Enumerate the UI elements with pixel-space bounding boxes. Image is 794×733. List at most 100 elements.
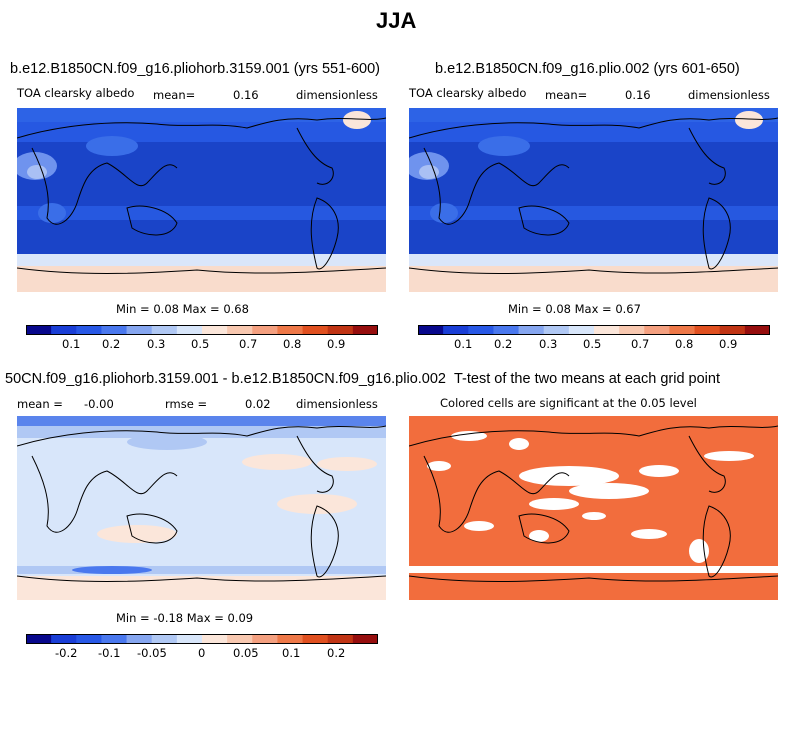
panel-3-map xyxy=(17,416,386,600)
coastlines xyxy=(409,117,778,274)
panel-1-title: b.e12.B1850CN.f09_g16.pliohorb.3159.001 … xyxy=(10,61,381,77)
map-patch xyxy=(27,165,47,179)
map-band xyxy=(409,142,778,206)
map-band xyxy=(409,220,778,254)
colorbar-swatch xyxy=(543,325,570,335)
panel-1-minmax: Min = 0.08 Max = 0.68 xyxy=(116,302,249,316)
panel-1-units: dimensionless xyxy=(296,88,378,102)
map-band xyxy=(409,266,778,292)
panel-3-rmse-value: 0.02 xyxy=(245,397,271,411)
panel-2-title: b.e12.B1850CN.f09_g16.plio.002 (yrs 601-… xyxy=(435,61,740,77)
map-patch xyxy=(430,203,458,223)
colorbar-swatch xyxy=(352,634,378,644)
colorbar-tick-label: 0.1 xyxy=(62,337,81,351)
panel-2-mean-label: mean= xyxy=(545,88,588,102)
map-band xyxy=(409,206,778,220)
map-band xyxy=(17,566,386,574)
figure-title: JJA xyxy=(376,8,417,33)
map-patch xyxy=(478,136,530,156)
map-band xyxy=(17,220,386,254)
colorbar-tick-label: 0.1 xyxy=(454,337,473,351)
coastlines xyxy=(17,117,386,274)
map-band xyxy=(17,108,386,122)
panel-3-rmse-label: rmse = xyxy=(165,397,208,411)
map-patch xyxy=(38,203,66,223)
colorbar-swatch xyxy=(126,325,153,335)
map-band xyxy=(17,576,386,600)
map-band xyxy=(409,108,778,122)
colorbar-swatch xyxy=(227,634,253,644)
panel-3-minmax: Min = -0.18 Max = 0.09 xyxy=(116,611,254,625)
map-band xyxy=(17,426,386,438)
map-patch xyxy=(127,434,207,450)
colorbar-swatch xyxy=(443,325,469,335)
panel-1-variable-label: TOA clearsky albedo xyxy=(17,86,135,100)
colorbar-tick-label: 0 xyxy=(198,646,206,660)
panel-3-units: dimensionless xyxy=(296,397,378,411)
colorbar-tick-label: 0.2 xyxy=(327,646,346,660)
colorbar-tick-label: 0.7 xyxy=(631,337,650,351)
colorbar-tick-label: 0.3 xyxy=(539,337,558,351)
colorbar-swatch xyxy=(202,325,228,335)
map-patch xyxy=(72,566,152,574)
map-patch xyxy=(343,111,371,129)
colorbar-tick-label: 0.1 xyxy=(282,646,301,660)
map-patch xyxy=(86,136,138,156)
colorbar-swatch xyxy=(101,325,127,335)
colorbar-tick-label: 0.9 xyxy=(327,337,346,351)
panel-4-subtitle: Colored cells are significant at the 0.0… xyxy=(440,396,697,410)
panel-3-colorbar xyxy=(26,634,378,644)
colorbar-swatch xyxy=(619,325,645,335)
colorbar-swatch xyxy=(151,634,178,644)
map-patch xyxy=(735,111,763,129)
panel-2-variable-label: TOA clearsky albedo xyxy=(409,86,527,100)
colorbar-tick-label: 0.2 xyxy=(494,337,513,351)
colorbar-swatch xyxy=(594,325,620,335)
colorbar-swatch xyxy=(252,325,278,335)
colorbar-swatch xyxy=(176,325,203,335)
panel-3-mean-label: mean = xyxy=(17,397,63,411)
colorbar-swatch xyxy=(227,325,253,335)
colorbar-swatch xyxy=(669,325,695,335)
colorbar-swatch xyxy=(126,634,153,644)
panel-4-map xyxy=(409,416,778,600)
colorbar-tick-label: 0.9 xyxy=(719,337,738,351)
panel-1-map xyxy=(17,108,386,292)
panel-1-colorbar xyxy=(26,325,378,335)
colorbar-tick-label: 0.7 xyxy=(239,337,258,351)
colorbar-tick-label: 0.8 xyxy=(283,337,302,351)
colorbar-swatch xyxy=(568,325,595,335)
map-band xyxy=(17,142,386,206)
map-patch xyxy=(317,457,377,471)
panel-4-title: T-test of the two means at each grid poi… xyxy=(454,371,720,387)
colorbar-swatch xyxy=(719,325,746,335)
colorbar-swatch xyxy=(151,325,178,335)
colorbar-tick-label: 0.3 xyxy=(147,337,166,351)
map-patch xyxy=(242,454,312,470)
colorbar-swatch xyxy=(26,634,52,644)
colorbar-swatch xyxy=(468,325,494,335)
colorbar-tick-label: 0.05 xyxy=(233,646,259,660)
colorbar-swatch xyxy=(518,325,545,335)
colorbar-swatch xyxy=(176,634,203,644)
colorbar-swatch xyxy=(101,634,127,644)
colorbar-swatch xyxy=(694,325,721,335)
map-patch xyxy=(419,165,439,179)
map-band xyxy=(17,416,386,426)
map-band xyxy=(17,206,386,220)
map-band xyxy=(409,254,778,266)
colorbar-swatch xyxy=(202,634,228,644)
map-patch xyxy=(97,525,177,543)
panel-1-mean-value: 0.16 xyxy=(233,88,259,102)
colorbar-swatch xyxy=(51,325,77,335)
colorbar-tick-label: -0.1 xyxy=(98,646,121,660)
colorbar-swatch xyxy=(277,325,303,335)
panel-2-mean-value: 0.16 xyxy=(625,88,651,102)
panel-3-mean-value: -0.00 xyxy=(84,397,114,411)
panel-1-mean-label: mean= xyxy=(153,88,196,102)
colorbar-swatch xyxy=(644,325,670,335)
map-patch xyxy=(277,494,357,514)
colorbar-swatch xyxy=(76,325,102,335)
coastlines xyxy=(17,425,386,582)
coastlines xyxy=(409,425,778,582)
